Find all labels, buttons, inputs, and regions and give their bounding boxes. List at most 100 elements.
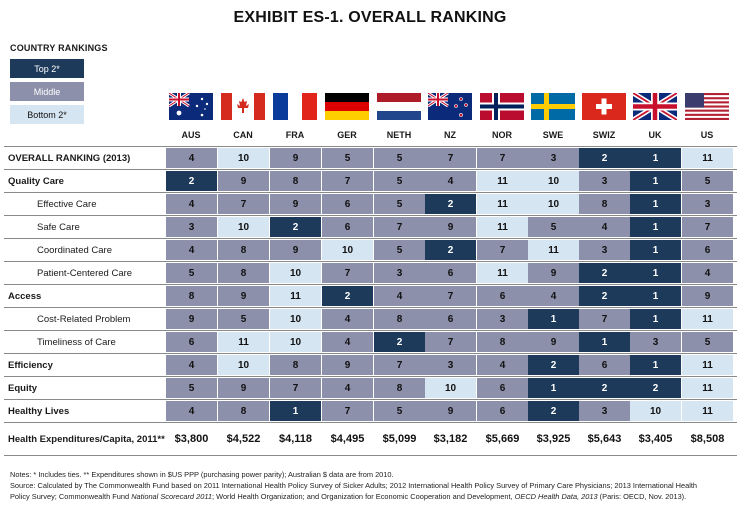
rank-cell-swiz: 3 <box>579 401 630 421</box>
rank-cell-fra: 9 <box>270 194 321 214</box>
rank-cell-nor: 11 <box>477 263 528 283</box>
rank-cell-nz: 7 <box>425 332 476 352</box>
rank-cell-fra: 1 <box>270 401 321 421</box>
rank-cell-nor: 6 <box>477 401 528 421</box>
ranking-table: OVERALL RANKING (2013) 4 10 9 5 5 7 7 3 2 1 11 Quali… <box>4 146 737 456</box>
notes: Notes: * Includes ties. ** Expenditures … <box>10 469 735 502</box>
rank-cell-swe: 10 <box>528 194 579 214</box>
row-label: Coordinated Care <box>37 244 112 256</box>
rank-cell-uk: 1 <box>630 217 681 237</box>
australia-flag-icon <box>169 93 213 120</box>
rank-cell-us: 4 <box>682 263 733 283</box>
notes-text: Policy Survey; Commonwealth Fund <box>10 492 132 501</box>
rank-cell-nz: 3 <box>425 355 476 375</box>
rank-cell-can: 9 <box>218 286 269 306</box>
rank-cell-uk: 1 <box>630 194 681 214</box>
country-label-fra: FRA <box>285 130 305 140</box>
rank-cell-nz: 2 <box>425 194 476 214</box>
row-label: Healthy Lives <box>8 405 70 417</box>
rank-cell-nz: 9 <box>425 401 476 421</box>
legend-item-top2: Top 2* <box>10 59 84 78</box>
expenditures-row: Health Expenditures/Capita, 2011** $3,800… <box>4 422 737 456</box>
rank-cell-swe: 9 <box>528 263 579 283</box>
rank-cell-nor: 11 <box>477 194 528 214</box>
rank-cell-uk: 1 <box>630 240 681 260</box>
rank-cell-us: 6 <box>682 240 733 260</box>
rank-cell-ger: 4 <box>322 332 373 352</box>
country-label-aus: AUS <box>181 130 201 140</box>
rank-cell-nor: 3 <box>477 309 528 329</box>
table-row: Effective Care 4 7 9 6 5 2 11 10 8 1 3 <box>4 192 737 215</box>
country-label-nor: NOR <box>492 130 512 140</box>
rank-cell-swe: 2 <box>528 355 579 375</box>
expenditure-cell-fra: $4,118 <box>270 424 321 454</box>
rank-cell-ger: 7 <box>322 263 373 283</box>
sweden-flag-icon <box>531 93 575 120</box>
rank-cell-us: 11 <box>682 401 733 421</box>
notes-text: (Paris: OECD, Nov. 2013). <box>597 492 687 501</box>
rank-cell-neth: 5 <box>374 240 425 260</box>
rank-cell-can: 10 <box>218 355 269 375</box>
rank-cell-uk: 1 <box>630 171 681 191</box>
rank-cell-ger: 7 <box>322 171 373 191</box>
table-row: OVERALL RANKING (2013) 4 10 9 5 5 7 7 3 2 1 11 <box>4 146 737 169</box>
rank-cell-can: 10 <box>218 148 269 168</box>
rank-cell-swiz: 2 <box>579 148 630 168</box>
rank-cell-ger: 4 <box>322 309 373 329</box>
country-label-ger: GER <box>337 130 357 140</box>
rank-cell-nor: 6 <box>477 378 528 398</box>
rank-cell-fra: 7 <box>270 378 321 398</box>
rank-cell-aus: 9 <box>166 309 217 329</box>
notes-text: ; World Health Organization; and Organiz… <box>212 492 515 501</box>
table-row: Access 8 9 11 2 4 7 6 4 2 1 9 <box>4 284 737 307</box>
rank-cell-ger: 6 <box>322 217 373 237</box>
rank-cell-neth: 7 <box>374 217 425 237</box>
rank-cell-neth: 8 <box>374 378 425 398</box>
rank-cell-ger: 4 <box>322 378 373 398</box>
rank-cell-nz: 6 <box>425 263 476 283</box>
rank-cell-can: 10 <box>218 217 269 237</box>
expenditures-label: Health Expenditures/Capita, 2011** <box>8 433 165 445</box>
rank-cell-aus: 5 <box>166 263 217 283</box>
table-row: Healthy Lives 4 8 1 7 5 9 6 2 3 10 11 <box>4 399 737 422</box>
rank-cell-swiz: 4 <box>579 217 630 237</box>
rank-cell-can: 11 <box>218 332 269 352</box>
rank-cell-aus: 4 <box>166 355 217 375</box>
rank-cell-aus: 4 <box>166 240 217 260</box>
notes-line-2: Source: Calculated by The Commonwealth F… <box>10 481 698 490</box>
notes-line-1: Notes: * Includes ties. ** Expenditures … <box>10 470 394 479</box>
rank-cell-nor: 11 <box>477 171 528 191</box>
row-label: Equity <box>8 382 38 394</box>
rank-cell-uk: 1 <box>630 355 681 375</box>
rank-cell-fra: 10 <box>270 309 321 329</box>
rank-cell-aus: 8 <box>166 286 217 306</box>
expenditure-cell-can: $4,522 <box>218 424 269 454</box>
row-label: Quality Care <box>8 175 64 187</box>
rank-cell-fra: 9 <box>270 240 321 260</box>
rank-cell-nor: 7 <box>477 240 528 260</box>
expenditure-cell-us: $8,508 <box>682 424 733 454</box>
rank-cell-can: 9 <box>218 171 269 191</box>
rank-cell-can: 9 <box>218 378 269 398</box>
rank-cell-uk: 2 <box>630 378 681 398</box>
rank-cell-swiz: 2 <box>579 378 630 398</box>
rank-cell-swiz: 2 <box>579 263 630 283</box>
table-row: Efficiency 4 10 8 9 7 3 4 2 6 1 11 <box>4 353 737 376</box>
rank-cell-aus: 6 <box>166 332 217 352</box>
rank-cell-can: 5 <box>218 309 269 329</box>
rank-cell-aus: 5 <box>166 378 217 398</box>
rank-cell-uk: 1 <box>630 286 681 306</box>
france-flag-icon <box>273 93 317 120</box>
legend-item-middle: Middle <box>10 82 84 101</box>
expenditure-cell-swe: $3,925 <box>528 424 579 454</box>
rank-cell-swiz: 3 <box>579 171 630 191</box>
rank-cell-fra: 8 <box>270 171 321 191</box>
table-row: Equity 5 9 7 4 8 10 6 1 2 2 11 <box>4 376 737 399</box>
rank-cell-swe: 3 <box>528 148 579 168</box>
rank-cell-can: 8 <box>218 401 269 421</box>
rank-cell-swiz: 3 <box>579 240 630 260</box>
notes-scorecard-title: National Scorecard 2011 <box>131 492 212 501</box>
rank-cell-fra: 8 <box>270 355 321 375</box>
legend-item-bottom2: Bottom 2* <box>10 105 84 124</box>
rank-cell-us: 5 <box>682 171 733 191</box>
